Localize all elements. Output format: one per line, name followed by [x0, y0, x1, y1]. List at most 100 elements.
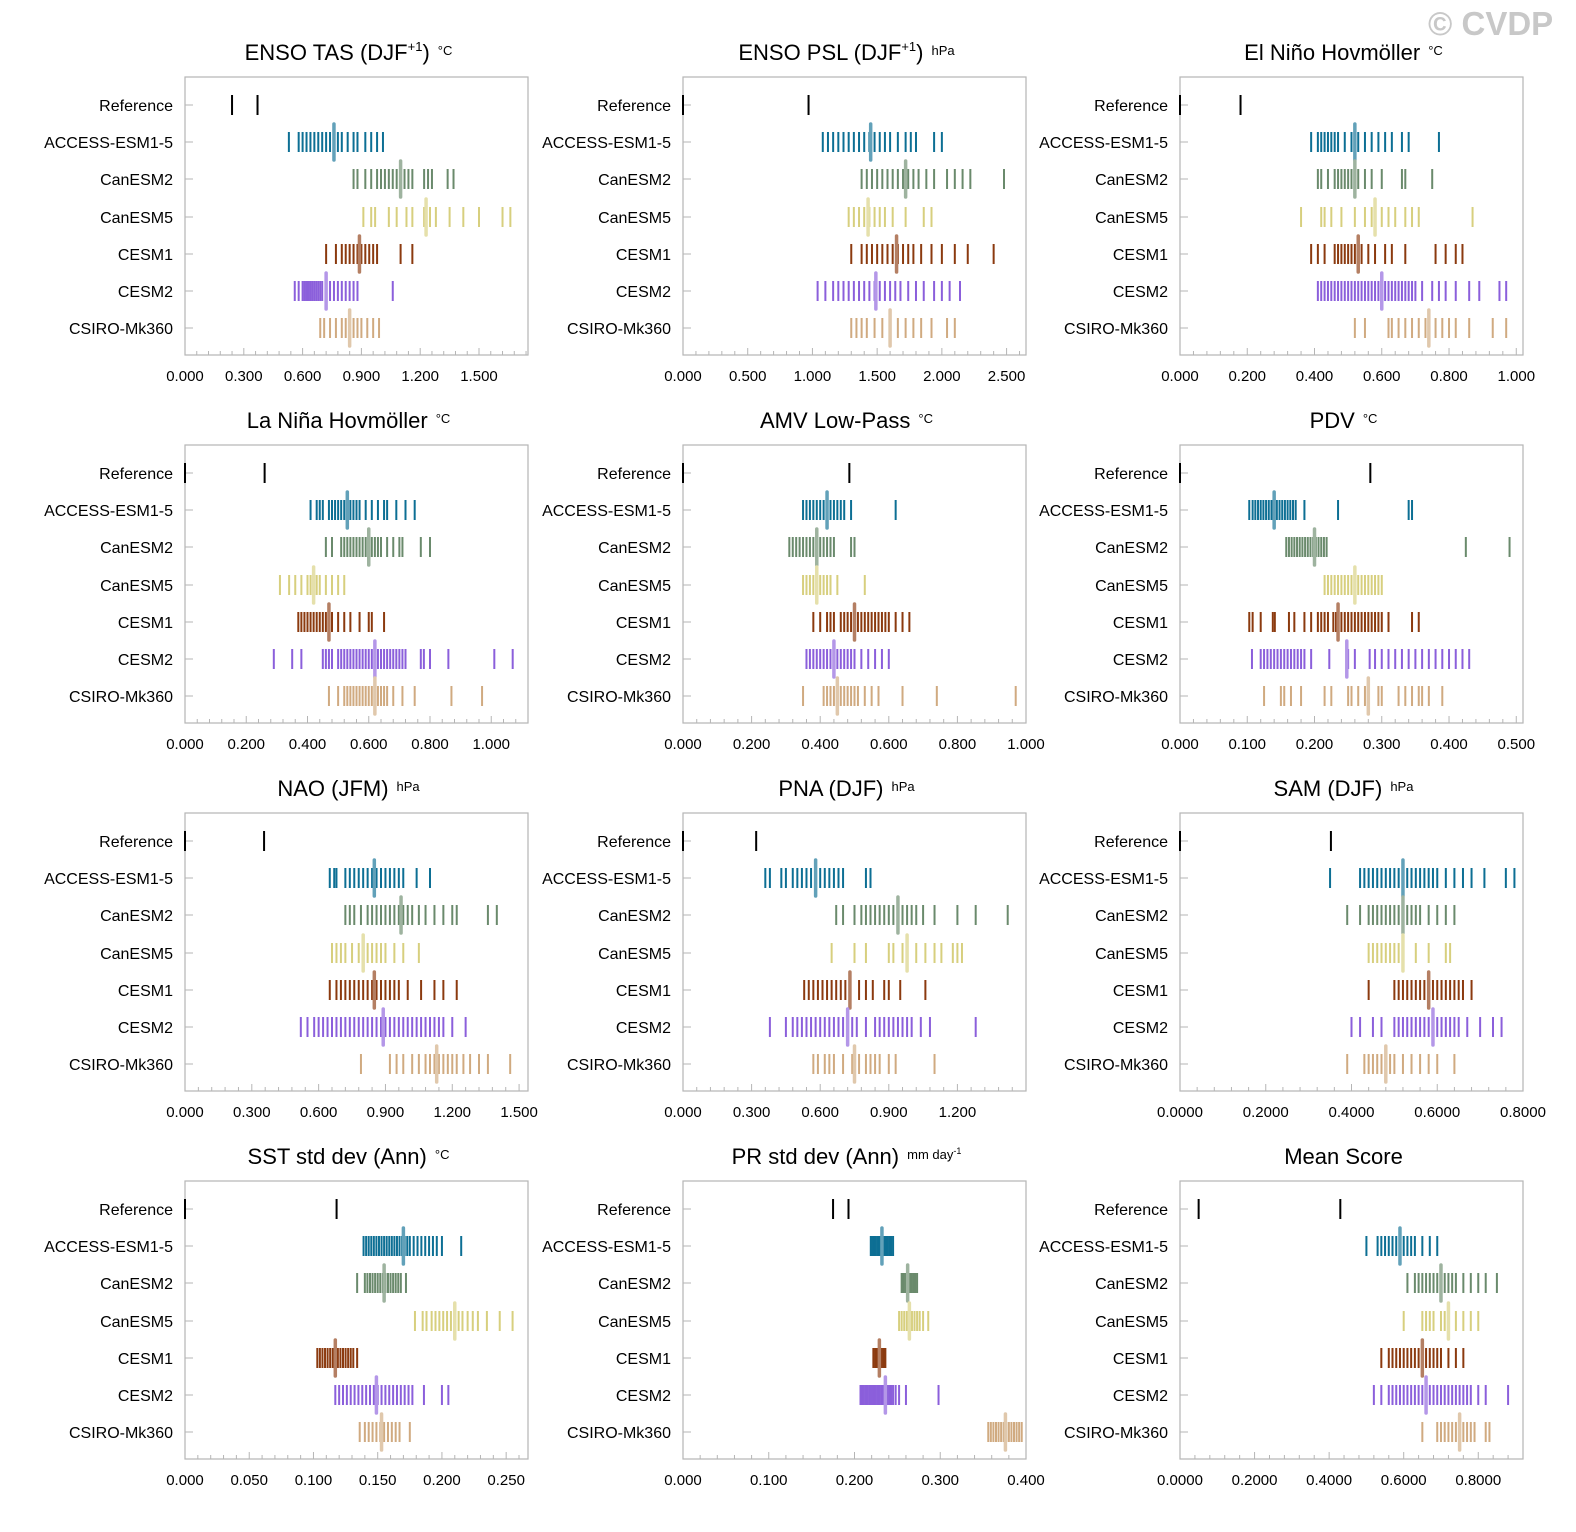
series-cesm1	[325, 234, 414, 274]
panel-title-text: PNA (DJF)	[778, 776, 883, 801]
panel-unit: mm day	[907, 1147, 954, 1162]
series-reference	[184, 1199, 338, 1219]
model-label: CanESM2	[598, 172, 671, 189]
series-cesm2	[299, 1007, 467, 1047]
model-label: Reference	[99, 466, 173, 483]
panel-unit: °C	[1363, 411, 1378, 426]
series-access-esm1-5	[1365, 1226, 1439, 1266]
panel-unit: °C	[438, 43, 453, 58]
series-canesm2	[835, 895, 1009, 935]
plot-frame	[184, 812, 529, 1092]
plot-frame	[184, 76, 529, 356]
series-cesm2	[293, 271, 394, 311]
series-reference	[231, 95, 259, 115]
series-canesm5	[898, 1301, 930, 1341]
model-label: Reference	[99, 1202, 173, 1219]
series-access-esm1-5	[287, 122, 384, 162]
panel-3: El Niño Hovmöller °C 0.000 0.200 0.400 0.600 0…	[1039, 40, 1535, 385]
panel-unit: hPa	[1390, 779, 1414, 794]
model-label: ACCESS-ESM1-5	[44, 503, 173, 520]
model-label: CESM1	[1113, 1351, 1168, 1368]
x-tick-label: 0.150	[359, 1472, 397, 1489]
model-label: CESM1	[1113, 247, 1168, 264]
series-reference	[1197, 1199, 1342, 1219]
model-label: Reference	[597, 466, 671, 483]
series-csiro-mk360	[987, 1412, 1023, 1452]
x-tick-label: 1.500	[500, 1104, 538, 1121]
model-label: CanESM2	[100, 540, 173, 557]
series-cesm2	[859, 1375, 940, 1415]
x-tick-label: 0.200	[423, 1472, 461, 1489]
panel-11: PR std dev (Ann) mm day-1 0.000 0.100 0.200 0…	[542, 1144, 1045, 1489]
model-label: CSIRO-Mk360	[1064, 689, 1168, 706]
series-canesm5	[1367, 933, 1452, 973]
plot-frame	[682, 76, 1027, 356]
series-canesm2	[324, 527, 431, 567]
x-tick-label: 0.4000	[1329, 1104, 1375, 1121]
x-tick-label: 2.500	[988, 368, 1026, 385]
model-label: CSIRO-Mk360	[69, 321, 173, 338]
plot-frame	[1179, 812, 1524, 1092]
model-label: CanESM2	[100, 1276, 173, 1293]
series-reference	[184, 463, 266, 483]
plot-frame	[682, 812, 1027, 1092]
panel-7: NAO (JFM) hPa 0.000 0.300 0.600 0.900 1.200 1.5…	[44, 776, 538, 1121]
series-cesm2	[272, 639, 514, 679]
model-label: ACCESS-ESM1-5	[542, 135, 671, 152]
model-label: CESM2	[616, 1388, 671, 1405]
x-tick-label: 0.600	[284, 368, 322, 385]
model-label: CanESM5	[100, 1314, 173, 1331]
model-label: CSIRO-Mk360	[567, 689, 671, 706]
x-tick-label: 0.900	[870, 1104, 908, 1121]
series-access-esm1-5	[764, 858, 872, 898]
panel-title-text: NAO (JFM)	[277, 776, 388, 801]
model-label: CanESM2	[1095, 540, 1168, 557]
panel-title-text: ENSO TAS (DJF	[245, 40, 408, 65]
model-label: ACCESS-ESM1-5	[1039, 135, 1168, 152]
panel-title: PNA (DJF) hPa	[778, 776, 915, 801]
model-label: CESM1	[118, 983, 173, 1000]
series-csiro-mk360	[850, 308, 956, 348]
panel-title: SST std dev (Ann) °C	[248, 1144, 450, 1169]
series-cesm2	[816, 271, 961, 311]
model-label: ACCESS-ESM1-5	[44, 135, 173, 152]
x-tick-label: 0.500	[729, 368, 767, 385]
x-tick-label: 0.050	[230, 1472, 268, 1489]
series-canesm5	[1323, 565, 1383, 605]
model-label: CSIRO-Mk360	[567, 1425, 671, 1442]
series-canesm5	[1300, 197, 1474, 237]
series-canesm2	[352, 159, 455, 199]
panel-title: NAO (JFM) hPa	[277, 776, 420, 801]
panel-title-text: La Niña Hovmöller	[247, 408, 428, 433]
series-reference	[682, 831, 758, 851]
series-cesm1	[1248, 602, 1420, 642]
model-label: CESM1	[616, 615, 671, 632]
series-reference	[184, 831, 266, 851]
model-label: CanESM2	[100, 908, 173, 925]
panel-title-text: ENSO PSL (DJF	[738, 40, 901, 65]
series-access-esm1-5	[328, 858, 431, 898]
x-tick-label: 0.600	[801, 1104, 839, 1121]
panel-title-text: PDV	[1310, 408, 1356, 433]
model-label: CanESM2	[1095, 172, 1168, 189]
series-canesm5	[847, 197, 933, 237]
series-cesm1	[1367, 970, 1473, 1010]
series-csiro-mk360	[1263, 676, 1444, 716]
watermark: © CVDP	[1428, 5, 1553, 42]
panel-title: SAM (DJF) hPa	[1274, 776, 1415, 801]
x-tick-label: 0.000	[1161, 736, 1199, 753]
series-canesm5	[278, 565, 346, 605]
series-canesm2	[788, 527, 856, 567]
x-tick-label: 0.2000	[1232, 1472, 1278, 1489]
panel-title-superscript: +1	[408, 39, 423, 54]
panel-title: PR std dev (Ann) mm day-1	[732, 1144, 962, 1169]
series-access-esm1-5	[821, 122, 943, 162]
model-label: Reference	[597, 98, 671, 115]
series-csiro-mk360	[802, 676, 1017, 716]
model-label: Reference	[99, 834, 173, 851]
series-access-esm1-5	[1329, 858, 1516, 898]
series-canesm5	[362, 197, 512, 237]
x-tick-label: 1.000	[472, 736, 510, 753]
x-tick-label: 0.000	[1161, 368, 1199, 385]
plot-frame	[682, 1180, 1027, 1460]
